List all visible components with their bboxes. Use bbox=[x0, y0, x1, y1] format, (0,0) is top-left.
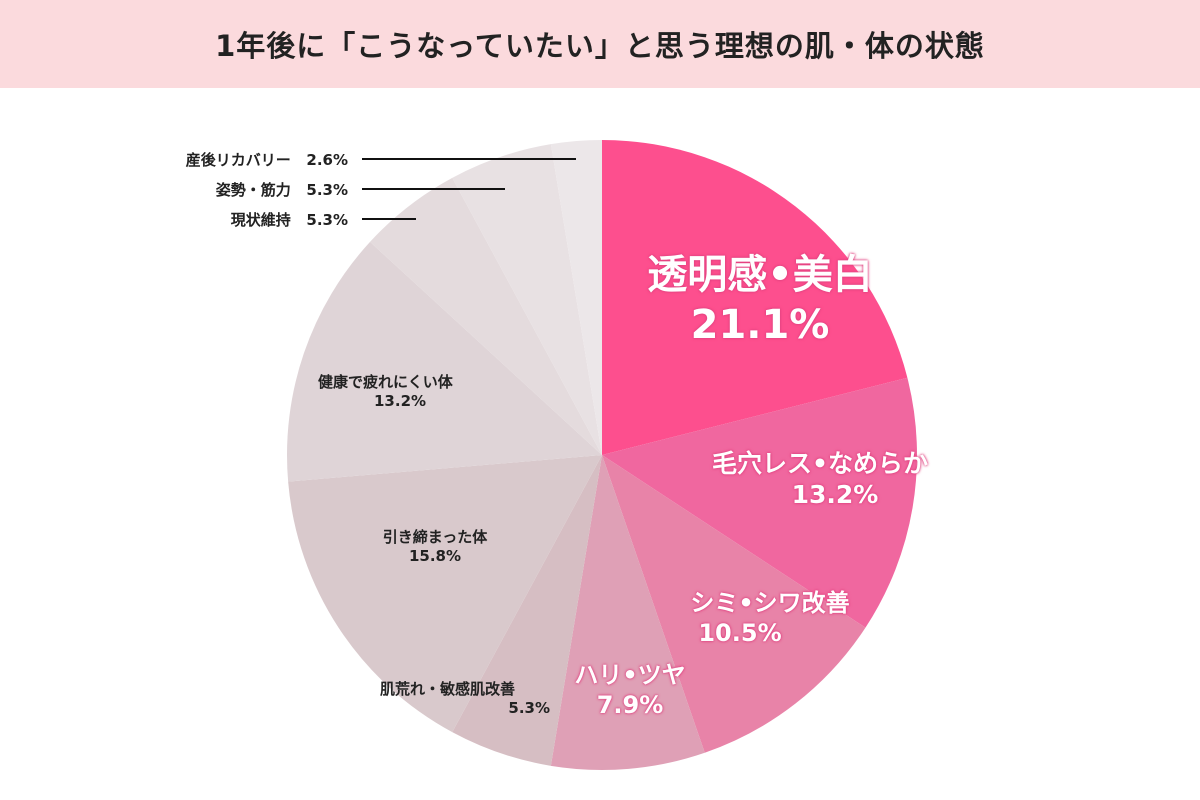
pie-slice-1 bbox=[602, 377, 917, 628]
pie-slice-9 bbox=[550, 140, 602, 455]
label-value: 2.6% bbox=[306, 151, 348, 169]
label-text: 産後リカバリー bbox=[185, 151, 291, 169]
pie-slice-8 bbox=[452, 144, 602, 455]
slice-label-wrinkles: シミ•シワ改善 10.5% bbox=[660, 588, 880, 648]
pie-slice-2 bbox=[602, 455, 866, 753]
slice-label-firmness: ハリ•ツヤ 7.9% bbox=[560, 660, 700, 720]
label-text: 透明感•美白 bbox=[647, 252, 873, 298]
slice-label-toned: 引き締まった体 15.8% bbox=[340, 528, 530, 566]
pie-slice-4 bbox=[452, 455, 602, 766]
label-text: 毛穴レス•なめらか bbox=[712, 449, 928, 478]
label-text: 現状維持 bbox=[230, 211, 291, 229]
slice-label-sensitive: 肌荒れ・敏感肌改善 5.3% bbox=[380, 680, 550, 718]
slice-label-pores: 毛穴レス•なめらか 13.2% bbox=[680, 448, 960, 511]
slice-label-clarity: 透明感•美白 21.1% bbox=[620, 250, 900, 350]
label-text: 引き締まった体 bbox=[382, 528, 488, 546]
pie-slice-0 bbox=[602, 140, 908, 455]
label-text: 健康で疲れにくい体 bbox=[318, 373, 453, 391]
title-bar: 1年後に「こうなっていたい」と思う理想の肌・体の状態 bbox=[0, 0, 1200, 88]
pie-slice-3 bbox=[550, 455, 705, 770]
label-value: 5.3% bbox=[306, 211, 348, 229]
label-value: 5.3% bbox=[508, 698, 550, 717]
legend-maintain: 現状維持 5.3% bbox=[231, 209, 348, 230]
label-value: 10.5% bbox=[698, 619, 782, 647]
label-value: 15.8% bbox=[408, 546, 462, 565]
label-value: 13.2% bbox=[791, 480, 879, 510]
label-text: 肌荒れ・敏感肌改善 bbox=[380, 680, 516, 698]
label-text: シミ•シワ改善 bbox=[690, 589, 850, 617]
legend-postpartum: 産後リカバリー 2.6% bbox=[186, 149, 348, 170]
pie-slice-6 bbox=[287, 241, 602, 482]
slice-label-healthy: 健康で疲れにくい体 13.2% bbox=[318, 373, 488, 411]
label-value: 21.1% bbox=[690, 302, 830, 348]
label-text: ハリ•ツヤ bbox=[574, 661, 686, 689]
legend-posture: 姿勢・筋力 5.3% bbox=[216, 179, 348, 200]
label-value: 7.9% bbox=[596, 691, 664, 719]
label-value: 5.3% bbox=[306, 181, 348, 199]
chart-title: 1年後に「こうなっていたい」と思う理想の肌・体の状態 bbox=[215, 29, 985, 63]
label-value: 13.2% bbox=[374, 391, 427, 410]
pie-slice-5 bbox=[288, 455, 602, 733]
pie-slice-7 bbox=[370, 177, 602, 455]
label-text: 姿勢・筋力 bbox=[215, 181, 291, 199]
